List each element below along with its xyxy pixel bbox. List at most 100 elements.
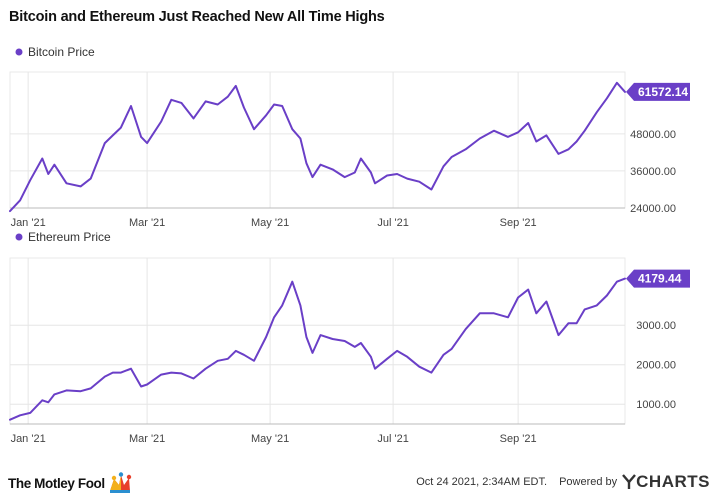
footer: The Motley Fool Oct 24 2021, 2:34AM EDT.… [0, 468, 720, 496]
data-point [332, 168, 334, 170]
y-tick-label: 36000.00 [630, 166, 676, 178]
powered-by-label: Powered by [559, 476, 618, 488]
data-point [450, 156, 453, 158]
data-point [507, 136, 509, 138]
data-point [354, 171, 356, 174]
data-point [299, 137, 301, 140]
data-point [160, 120, 162, 123]
data-point [146, 142, 148, 144]
data-point [217, 103, 219, 106]
timestamp: Oct 24 2021, 2:34AM EDT. [416, 476, 548, 488]
data-point [517, 296, 519, 299]
data-point [465, 148, 467, 150]
x-tick-label: Mar '21 [129, 433, 165, 445]
data-point [29, 412, 31, 414]
data-point [79, 185, 82, 187]
data-point [596, 304, 598, 307]
data-point [396, 350, 398, 352]
plot-area-0 [9, 71, 626, 209]
data-point [291, 281, 293, 283]
data-point [227, 96, 229, 98]
data-point [406, 178, 408, 180]
data-point [291, 128, 293, 130]
ycharts-logo[interactable]: CHARTS [622, 472, 710, 492]
data-point [204, 368, 207, 370]
legend-label: Bitcoin Price [28, 45, 95, 59]
data-point [606, 294, 608, 297]
data-point [53, 164, 55, 166]
data-point [517, 131, 519, 133]
data-point [557, 153, 560, 155]
last-value-badge [626, 269, 690, 288]
data-point [170, 99, 172, 101]
data-point [567, 322, 570, 324]
data-point [576, 322, 578, 324]
data-point [204, 100, 207, 102]
data-point [493, 312, 495, 314]
data-point [9, 210, 11, 212]
motley-fool-wordmark: The Motley Fool [8, 475, 105, 491]
last-value-label: 4179.44 [638, 272, 682, 286]
data-point [146, 383, 148, 386]
data-point [576, 140, 578, 143]
data-point [227, 358, 229, 360]
y-tick-label: 2000.00 [636, 360, 676, 372]
data-point [235, 350, 237, 352]
data-point [299, 304, 301, 307]
data-point [606, 97, 608, 99]
x-tick-label: Jan '21 [11, 433, 46, 445]
data-point [9, 419, 11, 421]
x-tick-label: Sep '21 [500, 433, 537, 445]
legend-label: Ethereum Price [28, 230, 111, 244]
data-point [507, 316, 509, 318]
chart-title: Bitcoin and Ethereum Just Reached New Al… [9, 9, 385, 25]
data-point [243, 106, 245, 109]
data-point [567, 148, 570, 150]
data-point [140, 136, 142, 138]
ycharts-y-icon [622, 474, 637, 489]
data-point [344, 340, 346, 342]
data-point [65, 182, 68, 184]
data-point [19, 199, 21, 201]
data-point [47, 173, 49, 175]
data-point [41, 157, 43, 160]
data-point [281, 304, 283, 307]
legend-marker [15, 233, 23, 241]
data-point [396, 173, 398, 175]
data-point [354, 346, 356, 348]
y-tick-label: 3000.00 [636, 320, 676, 332]
data-point [430, 372, 433, 374]
y-tick-label: 24000.00 [630, 203, 676, 215]
data-point [273, 103, 275, 106]
y-tick-label: 48000.00 [630, 129, 676, 141]
footer-attribution: Oct 24 2021, 2:34AM EDT. Powered by CHAR… [416, 472, 710, 492]
data-point [527, 289, 529, 291]
data-point [112, 372, 114, 374]
data-point [545, 300, 547, 303]
data-point [386, 358, 388, 360]
data-point [370, 356, 372, 358]
data-point [311, 352, 314, 354]
data-point [332, 338, 334, 340]
data-point [235, 85, 237, 87]
data-point [281, 105, 283, 107]
series-line-1 [9, 277, 626, 421]
data-point [479, 137, 481, 140]
data-point [53, 393, 55, 395]
data-point [535, 312, 537, 314]
data-point [479, 312, 481, 314]
last-value-label: 61572.14 [638, 85, 688, 99]
data-point [253, 128, 255, 130]
x-tick-label: May '21 [251, 433, 289, 445]
motley-fool-logo[interactable]: The Motley Fool [8, 472, 133, 494]
data-point [90, 178, 92, 180]
data-point [29, 179, 31, 181]
data-point [616, 281, 618, 283]
data-point [160, 373, 162, 376]
x-tick-label: Jul '21 [377, 217, 408, 229]
last-value-badge [626, 82, 690, 101]
data-point [442, 165, 445, 167]
data-point [253, 360, 255, 362]
data-point [192, 377, 195, 380]
data-point [130, 368, 132, 370]
